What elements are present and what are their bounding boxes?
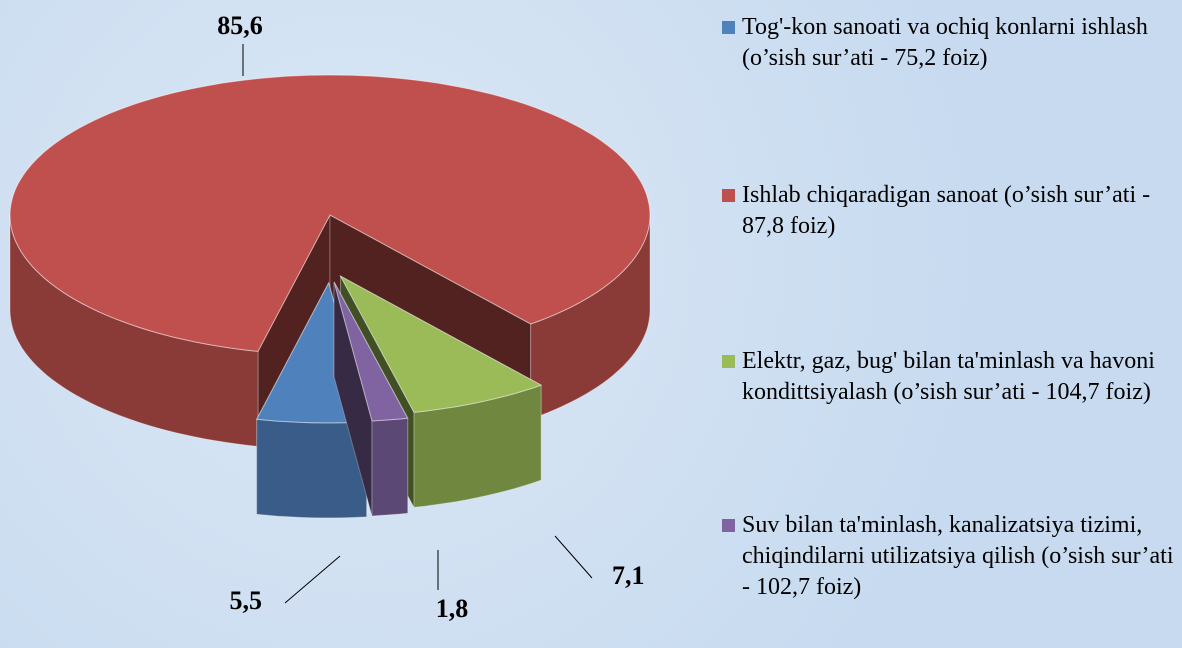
pie-slice (9, 74, 651, 352)
data-label: 1,8 (436, 594, 469, 623)
pie-slice (339, 274, 543, 413)
legend-swatch (722, 519, 735, 532)
legend-entry: Ishlab chiqaradigan sanoat (o’sish sur’a… (722, 180, 1178, 242)
pie-slice (333, 281, 409, 422)
legend-label: Suv bilan ta'minlash, kanalizatsiya tizi… (742, 512, 1174, 600)
data-label: 5,5 (230, 586, 263, 615)
legend-swatch (722, 189, 735, 202)
legend-swatch (722, 355, 735, 368)
legend-swatch (722, 21, 735, 34)
chart: 5,5 85,6 7,1 1,8 (9, 11, 651, 623)
data-label: 85,6 (217, 11, 263, 40)
legend-entry: Tog'-kon sanoati va ochiq konlarni ishla… (722, 12, 1178, 74)
legend-entry: Suv bilan ta'minlash, kanalizatsiya tizi… (722, 510, 1178, 603)
legend-label: Tog'-kon sanoati va ochiq konlarni ishla… (742, 14, 1148, 71)
leader-line (284, 555, 341, 604)
legend-label: Ishlab chiqaradigan sanoat (o’sish sur’a… (742, 182, 1151, 239)
leader-line (554, 535, 593, 579)
legend-entry: Elektr, gaz, bug' bilan ta'minlash va ha… (722, 346, 1178, 408)
data-label: 7,1 (612, 561, 645, 590)
slice-side (371, 417, 409, 517)
legend-label: Elektr, gaz, bug' bilan ta'minlash va ha… (742, 348, 1155, 405)
